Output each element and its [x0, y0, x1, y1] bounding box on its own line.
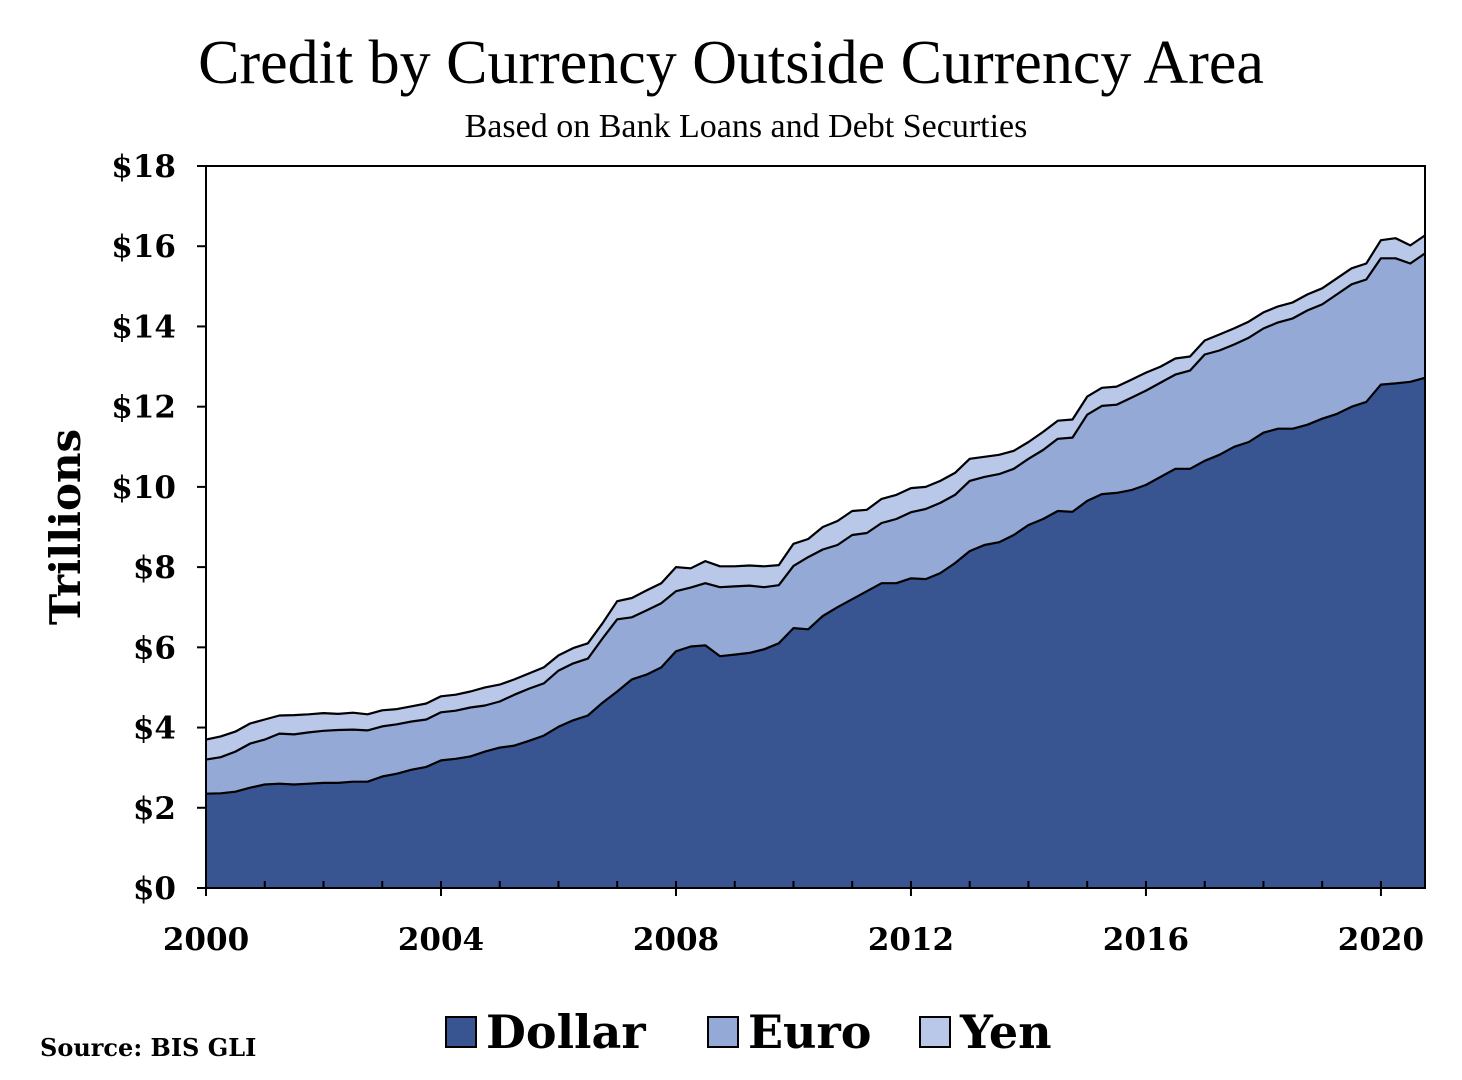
legend-swatch-euro	[707, 1016, 739, 1048]
x-tick-label: 2020	[1338, 922, 1424, 958]
series-line-group	[205, 234, 1426, 795]
legend-label-dollar: Dollar	[486, 1005, 646, 1059]
plot-area-frame	[205, 165, 1426, 889]
y-tick-label: $18	[111, 149, 176, 185]
y-tick-label: $16	[111, 229, 176, 265]
line-dollar	[205, 376, 1426, 795]
legend-swatch-yen	[919, 1016, 951, 1048]
y-tick-label: $4	[133, 711, 176, 747]
chart-subtitle: Based on Bank Loans and Debt Securties	[465, 108, 1028, 145]
x-axis: 2000 2004 2008 2012 2016 2020	[163, 881, 1424, 958]
y-tick-label: $14	[111, 309, 176, 345]
legend-label-yen: Yen	[959, 1005, 1052, 1059]
chart-title: Credit by Currency Outside Currency Area	[198, 29, 1264, 97]
line-yen	[205, 234, 1426, 741]
y-axis-label: Trillions	[41, 429, 90, 625]
y-tick-label: $0	[133, 871, 176, 907]
y-axis: $0 $2 $4 $6 $8 $10 $12 $14 $16 $18	[111, 149, 206, 907]
legend-swatch-dollar	[445, 1016, 477, 1048]
x-tick-label: 2016	[1103, 922, 1189, 958]
y-tick-label: $10	[111, 470, 176, 506]
legend-label-euro: Euro	[748, 1005, 871, 1059]
x-tick-label: 2004	[398, 922, 484, 958]
x-tick-label: 2000	[163, 922, 249, 958]
area-euro	[206, 253, 1425, 794]
area-series-group	[206, 235, 1425, 888]
source-note: Source: BIS GLI	[40, 1033, 256, 1062]
y-tick-label: $6	[133, 630, 176, 666]
x-tick-label: 2008	[633, 922, 719, 958]
y-tick-label: $2	[133, 791, 176, 827]
x-tick-label: 2012	[868, 922, 954, 958]
y-tick-label: $8	[133, 550, 176, 586]
line-euro	[205, 252, 1426, 761]
y-tick-label: $12	[111, 390, 176, 426]
area-dollar	[206, 377, 1425, 888]
legend: Dollar Euro Yen	[445, 1005, 1052, 1059]
